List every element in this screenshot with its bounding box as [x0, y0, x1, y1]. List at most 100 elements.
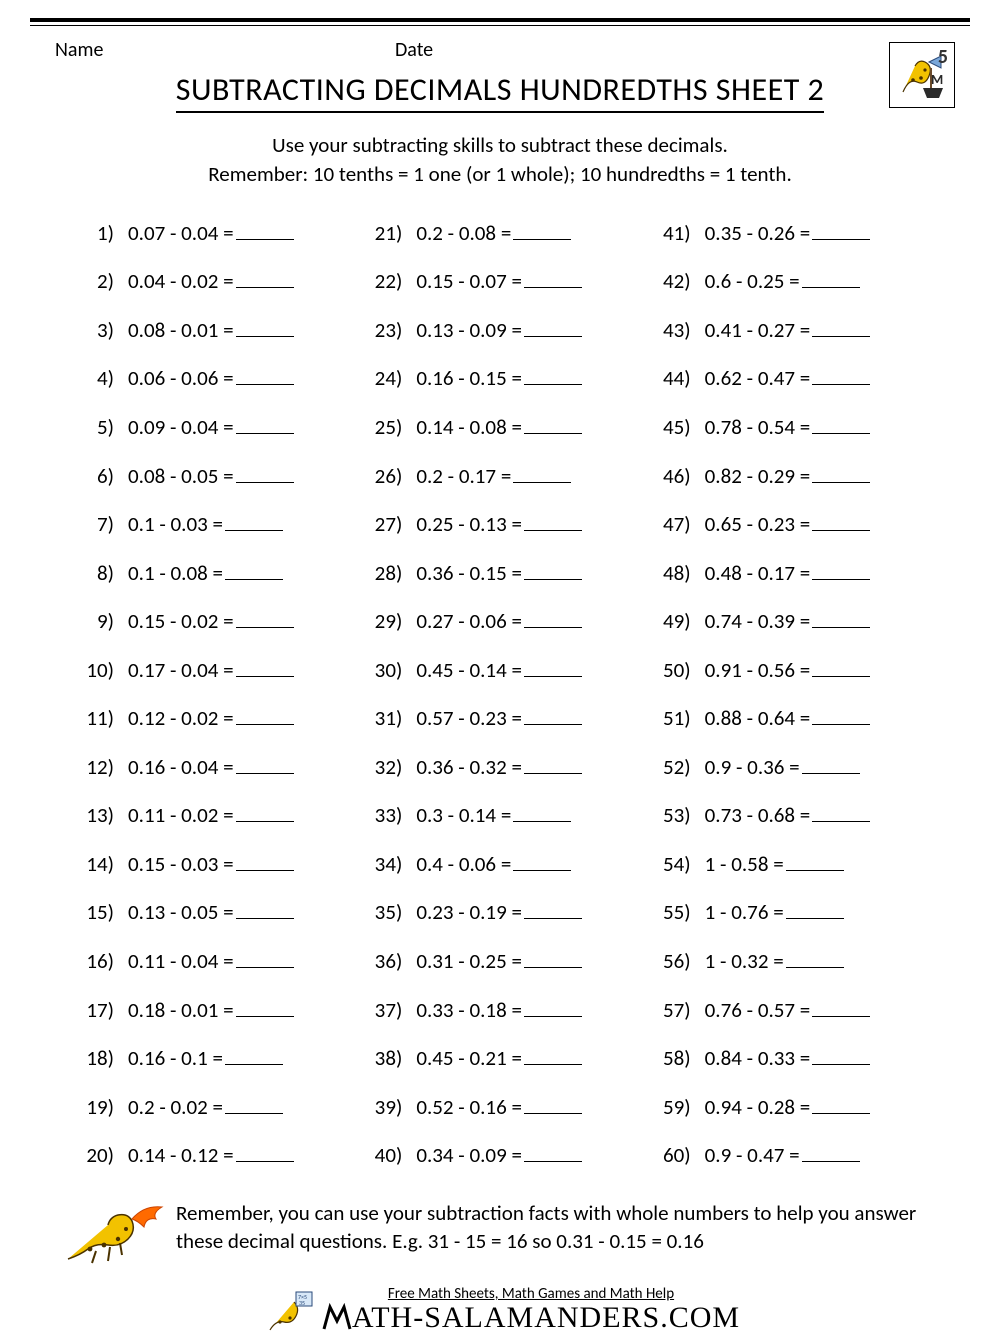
answer-blank[interactable]: [524, 946, 582, 968]
salamander-logo-icon: 7×5 35: [260, 1282, 316, 1338]
problem-expression: 1 - 0.58 =: [705, 851, 784, 877]
problem-row: 25)0.14 - 0.08 =: [368, 412, 646, 440]
answer-blank[interactable]: [236, 461, 294, 483]
answer-blank[interactable]: [812, 412, 870, 434]
answer-blank[interactable]: [812, 995, 870, 1017]
answer-blank[interactable]: [236, 218, 294, 240]
answer-blank[interactable]: [524, 315, 582, 337]
answer-blank[interactable]: [225, 1092, 283, 1114]
answer-blank[interactable]: [812, 558, 870, 580]
problem-row: 26)0.2 - 0.17 =: [368, 461, 646, 489]
answer-blank[interactable]: [236, 266, 294, 288]
problem-expression: 0.45 - 0.21 =: [416, 1045, 522, 1071]
answer-blank[interactable]: [236, 315, 294, 337]
answer-blank[interactable]: [786, 849, 844, 871]
answer-blank[interactable]: [513, 218, 571, 240]
answer-blank[interactable]: [812, 363, 870, 385]
answer-blank[interactable]: [812, 655, 870, 677]
problem-expression: 0.78 - 0.54 =: [705, 414, 811, 440]
answer-blank[interactable]: [812, 1043, 870, 1065]
problem-expression: 0.41 - 0.27 =: [705, 317, 811, 343]
grade-number: 5: [938, 45, 948, 69]
answer-blank[interactable]: [236, 363, 294, 385]
problem-row: 2)0.04 - 0.02 =: [80, 266, 358, 294]
answer-blank[interactable]: [524, 1092, 582, 1114]
answer-blank[interactable]: [225, 558, 283, 580]
answer-blank[interactable]: [524, 1140, 582, 1162]
problem-row: 8)0.1 - 0.08 =: [80, 558, 358, 586]
answer-blank[interactable]: [513, 800, 571, 822]
problem-row: 31)0.57 - 0.23 =: [368, 703, 646, 731]
problem-row: 29)0.27 - 0.06 =: [368, 606, 646, 634]
problem-row: 51)0.88 - 0.64 =: [657, 703, 935, 731]
problem-number: 43): [657, 317, 705, 343]
answer-blank[interactable]: [225, 509, 283, 531]
answer-blank[interactable]: [802, 266, 860, 288]
answer-blank[interactable]: [812, 315, 870, 337]
answer-blank[interactable]: [524, 1043, 582, 1065]
problem-expression: 0.94 - 0.28 =: [705, 1094, 811, 1120]
problem-number: 31): [368, 705, 416, 731]
problem-number: 29): [368, 608, 416, 634]
answer-blank[interactable]: [812, 461, 870, 483]
answer-blank[interactable]: [786, 946, 844, 968]
answer-blank[interactable]: [236, 606, 294, 628]
answer-blank[interactable]: [513, 461, 571, 483]
name-label: Name: [55, 38, 395, 62]
answer-blank[interactable]: [812, 606, 870, 628]
answer-blank[interactable]: [236, 412, 294, 434]
answer-blank[interactable]: [524, 995, 582, 1017]
problem-expression: 0.2 - 0.02 =: [128, 1094, 223, 1120]
problem-number: 55): [657, 899, 705, 925]
problem-expression: 0.11 - 0.04 =: [128, 948, 234, 974]
header-labels: Name Date: [55, 38, 945, 62]
svg-text:M: M: [931, 71, 943, 88]
answer-blank[interactable]: [524, 266, 582, 288]
answer-blank[interactable]: [236, 655, 294, 677]
problems-col-3: 41)0.35 - 0.26 = 42)0.6 - 0.25 = 43)0.41…: [657, 218, 935, 1189]
answer-blank[interactable]: [524, 703, 582, 725]
answer-blank[interactable]: [524, 752, 582, 774]
problem-expression: 0.16 - 0.15 =: [416, 365, 522, 391]
problem-expression: 0.76 - 0.57 =: [705, 997, 811, 1023]
answer-blank[interactable]: [236, 1140, 294, 1162]
answer-blank[interactable]: [786, 897, 844, 919]
problem-number: 9): [80, 608, 128, 634]
answer-blank[interactable]: [812, 1092, 870, 1114]
answer-blank[interactable]: [524, 558, 582, 580]
problem-expression: 0.18 - 0.01 =: [128, 997, 234, 1023]
problem-row: 5)0.09 - 0.04 =: [80, 412, 358, 440]
answer-blank[interactable]: [513, 849, 571, 871]
answer-blank[interactable]: [236, 849, 294, 871]
answer-blank[interactable]: [524, 412, 582, 434]
answer-blank[interactable]: [524, 509, 582, 531]
problems-grid: 1)0.07 - 0.04 = 2)0.04 - 0.02 = 3)0.08 -…: [80, 218, 935, 1189]
answer-blank[interactable]: [524, 363, 582, 385]
problem-expression: 0.82 - 0.29 =: [705, 463, 811, 489]
problem-row: 42)0.6 - 0.25 =: [657, 266, 935, 294]
answer-blank[interactable]: [812, 703, 870, 725]
problem-expression: 0.14 - 0.08 =: [416, 414, 522, 440]
answer-blank[interactable]: [524, 606, 582, 628]
problem-row: 38)0.45 - 0.21 =: [368, 1043, 646, 1071]
problem-expression: 0.62 - 0.47 =: [705, 365, 811, 391]
answer-blank[interactable]: [236, 897, 294, 919]
problem-row: 14)0.15 - 0.03 =: [80, 849, 358, 877]
answer-blank[interactable]: [812, 800, 870, 822]
answer-blank[interactable]: [236, 752, 294, 774]
answer-blank[interactable]: [236, 703, 294, 725]
problem-row: 52)0.9 - 0.36 =: [657, 752, 935, 780]
answer-blank[interactable]: [236, 800, 294, 822]
answer-blank[interactable]: [812, 218, 870, 240]
answer-blank[interactable]: [802, 752, 860, 774]
problem-number: 7): [80, 511, 128, 537]
answer-blank[interactable]: [236, 946, 294, 968]
problem-number: 38): [368, 1045, 416, 1071]
answer-blank[interactable]: [524, 897, 582, 919]
answer-blank[interactable]: [802, 1140, 860, 1162]
answer-blank[interactable]: [812, 509, 870, 531]
answer-blank[interactable]: [225, 1043, 283, 1065]
answer-blank[interactable]: [236, 995, 294, 1017]
answer-blank[interactable]: [524, 655, 582, 677]
svg-text:35: 35: [299, 1299, 305, 1307]
